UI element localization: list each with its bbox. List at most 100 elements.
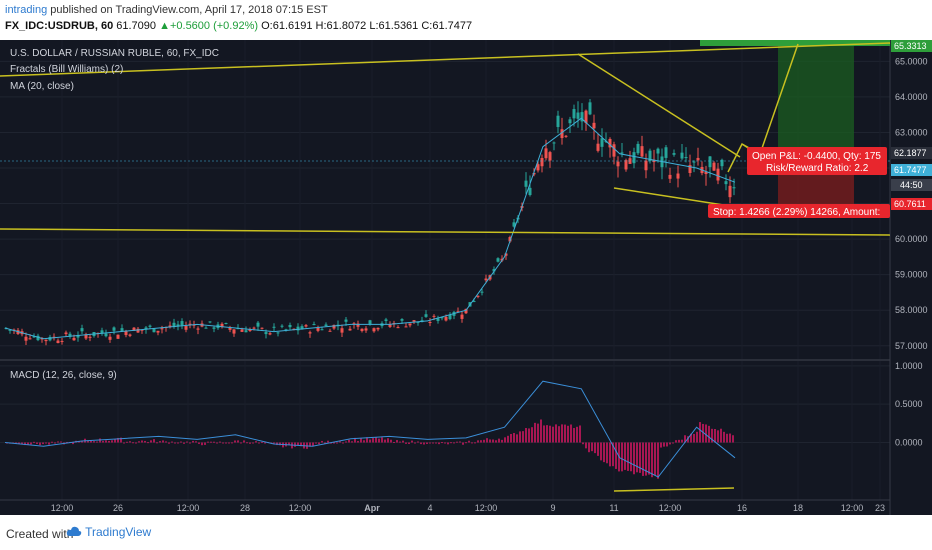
macd-hist-bar: [522, 431, 524, 443]
chart-title: U.S. DOLLAR / RUSSIAN RUBLE, 60, FX_IDC: [10, 48, 219, 59]
candle-body: [100, 330, 104, 334]
candle-body: [412, 320, 416, 322]
macd-hist-bar: [702, 423, 704, 443]
candle-body: [36, 335, 40, 341]
candle-body: [108, 336, 112, 340]
macd-hist-bar: [309, 442, 311, 447]
candle-body: [712, 162, 716, 171]
candle-body: [264, 332, 268, 335]
wedge-upper-line[interactable]: [577, 53, 741, 158]
macd-hist-bar: [180, 441, 182, 443]
tradingview-logo[interactable]: TradingView: [66, 525, 151, 539]
macd-hist-bar: [432, 442, 434, 444]
macd-hist-bar: [66, 441, 68, 443]
wedge-lower-line[interactable]: [613, 187, 731, 207]
stop-text: Stop: 1.4266 (2.29%) 14266, Amount:: [713, 207, 880, 218]
macd-hist-bar: [534, 422, 536, 443]
macd-hist-bar: [591, 442, 593, 452]
ma-line: [4, 117, 736, 340]
macd-legend[interactable]: MACD (12, 26, close, 9): [10, 370, 117, 381]
macd-hist-bar: [684, 435, 686, 443]
candle-body: [348, 328, 352, 331]
candle-body: [684, 157, 688, 159]
time-tick-label: 12:00: [177, 503, 200, 513]
macd-hist-bar: [633, 442, 635, 475]
candle-body: [476, 295, 480, 297]
candle-body: [364, 328, 368, 331]
macd-hist-bar: [561, 424, 563, 443]
low-value: L:61.5361: [369, 20, 419, 32]
macd-hist-bar: [249, 442, 251, 444]
candle-body: [196, 328, 200, 330]
time-tick-label: 18: [793, 503, 803, 513]
macd-hist-bar: [723, 431, 725, 443]
macd-hist-bar: [573, 428, 575, 443]
candle-body: [248, 329, 252, 331]
grid-lines: [0, 40, 890, 500]
macd-hist-bar: [558, 426, 560, 443]
macd-hist-bar: [183, 442, 185, 444]
candle-body: [540, 157, 544, 167]
macd-hist-bar: [204, 442, 206, 445]
macd-hist-bar: [102, 440, 104, 443]
quote-line: FX_IDC:USDRUB, 60 61.7090 ▲+0.5600 (+0.9…: [5, 20, 472, 32]
macd-hist-bar: [48, 442, 50, 445]
candle-body: [664, 147, 668, 158]
macd-hist-bar: [693, 433, 695, 443]
macd-hist-bar: [519, 431, 521, 443]
close-value: C:61.7477: [421, 20, 473, 32]
macd-hist-bar: [705, 424, 707, 443]
macd-hist-bar: [588, 442, 590, 453]
candle-body: [584, 110, 588, 123]
macd-hist-bar: [357, 441, 359, 443]
upper-trendline[interactable]: [0, 42, 891, 77]
candle-body: [716, 168, 720, 181]
stop-price-tag: [891, 198, 932, 210]
chart-area[interactable]: U.S. DOLLAR / RUSSIAN RUBLE, 60, FX_IDC …: [0, 40, 932, 515]
candle-body: [588, 102, 592, 115]
candle-body: [136, 328, 140, 333]
macd-axis[interactable]: 1.0000 0.5000 0.0000: [895, 361, 923, 448]
pnl-box[interactable]: [747, 147, 887, 175]
macd-hist-bar: [150, 440, 152, 443]
current-price-label: 61.7477: [894, 165, 927, 175]
macd-hist-bar: [498, 438, 500, 443]
candle-body: [360, 328, 364, 332]
fractals-legend[interactable]: Fractals (Bill Williams) (2): [10, 64, 123, 75]
candle-body: [608, 138, 612, 148]
macd-hist-bar: [33, 441, 35, 443]
macd-hist-bar: [411, 440, 413, 443]
time-tick-label: 28: [240, 503, 250, 513]
candle-body: [576, 112, 580, 119]
time-tick-label: 9: [550, 503, 555, 513]
ma-legend[interactable]: MA (20, close): [10, 81, 74, 92]
stop-box[interactable]: [708, 204, 890, 218]
chart-canvas[interactable]: U.S. DOLLAR / RUSSIAN RUBLE, 60, FX_IDC …: [0, 40, 932, 515]
macd-hist-bar: [339, 441, 341, 443]
candle-body: [48, 336, 52, 341]
macd-hist-bar: [72, 442, 74, 445]
author-link[interactable]: intrading: [5, 4, 48, 16]
macd-hist-bar: [297, 442, 299, 446]
time-axis[interactable]: 12:00 26 12:00 28 12:00 Apr 4 12:00 9 11 12:00 16 18…: [51, 503, 885, 513]
candle-body: [276, 332, 280, 334]
candle-body: [444, 316, 448, 321]
time-tick-label: 12:00: [659, 503, 682, 513]
macd-hist-bar: [390, 439, 392, 443]
macd-hist-bar: [51, 441, 53, 443]
macd-hist-bar: [195, 441, 197, 443]
macd-hist-bar: [162, 440, 164, 443]
candle-body: [572, 109, 576, 119]
macd-hist-bar: [396, 440, 398, 443]
macd-divergence-line[interactable]: [613, 487, 735, 492]
macd-line: [4, 380, 736, 478]
open-value: O:61.6191: [261, 20, 313, 32]
macd-hist-bar: [153, 439, 155, 443]
candle-body: [460, 314, 464, 319]
macd-hist-bar: [687, 436, 689, 443]
target-zone[interactable]: [778, 40, 854, 150]
macd-hist-bar: [252, 442, 254, 444]
macd-hist-bar: [45, 442, 47, 444]
candle-body: [224, 323, 228, 325]
support-line[interactable]: [0, 228, 891, 236]
